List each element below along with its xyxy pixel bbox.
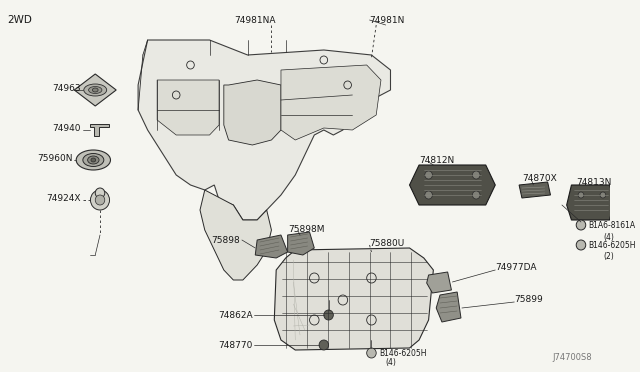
Text: 2WD: 2WD bbox=[8, 15, 33, 25]
Circle shape bbox=[367, 348, 376, 358]
Circle shape bbox=[425, 171, 433, 179]
Text: 74862A: 74862A bbox=[218, 311, 252, 320]
Text: (4): (4) bbox=[603, 232, 614, 241]
Text: 75899: 75899 bbox=[515, 295, 543, 305]
Polygon shape bbox=[287, 232, 314, 255]
Circle shape bbox=[576, 240, 586, 250]
Polygon shape bbox=[410, 165, 495, 205]
Ellipse shape bbox=[92, 88, 98, 92]
Polygon shape bbox=[74, 74, 116, 106]
Circle shape bbox=[95, 195, 105, 205]
Polygon shape bbox=[566, 185, 614, 220]
Text: 74870X: 74870X bbox=[522, 173, 557, 183]
Polygon shape bbox=[224, 80, 281, 145]
Text: (4): (4) bbox=[386, 359, 397, 368]
Polygon shape bbox=[436, 292, 461, 322]
Text: 75960N: 75960N bbox=[37, 154, 72, 163]
Ellipse shape bbox=[76, 150, 111, 170]
Ellipse shape bbox=[91, 158, 96, 162]
Ellipse shape bbox=[88, 87, 102, 93]
Text: 75898M: 75898M bbox=[289, 224, 325, 234]
Polygon shape bbox=[138, 40, 390, 220]
Polygon shape bbox=[255, 235, 287, 258]
Circle shape bbox=[324, 310, 333, 320]
Circle shape bbox=[578, 192, 584, 198]
Text: B1A6-8161A: B1A6-8161A bbox=[589, 221, 636, 230]
Polygon shape bbox=[275, 248, 433, 350]
Polygon shape bbox=[281, 65, 381, 140]
Text: 74940: 74940 bbox=[52, 124, 81, 132]
Polygon shape bbox=[427, 272, 451, 293]
Circle shape bbox=[319, 340, 328, 350]
Text: 748770: 748770 bbox=[218, 340, 252, 350]
Text: 75880U: 75880U bbox=[369, 238, 404, 247]
Text: 74977DA: 74977DA bbox=[495, 263, 537, 273]
Ellipse shape bbox=[83, 154, 104, 167]
Text: B146-6205H: B146-6205H bbox=[589, 241, 636, 250]
Polygon shape bbox=[90, 124, 109, 136]
Circle shape bbox=[472, 191, 480, 199]
Text: 74963: 74963 bbox=[52, 83, 81, 93]
Text: 74981N: 74981N bbox=[369, 16, 405, 25]
Text: J74700S8: J74700S8 bbox=[552, 353, 592, 362]
Polygon shape bbox=[157, 80, 219, 135]
Circle shape bbox=[425, 191, 433, 199]
Circle shape bbox=[90, 190, 109, 210]
Text: 75898: 75898 bbox=[211, 235, 240, 244]
Text: (2): (2) bbox=[603, 253, 614, 262]
Polygon shape bbox=[200, 190, 271, 280]
Circle shape bbox=[472, 171, 480, 179]
Ellipse shape bbox=[84, 84, 107, 96]
Circle shape bbox=[576, 220, 586, 230]
Circle shape bbox=[95, 188, 105, 198]
Text: B146-6205H: B146-6205H bbox=[379, 349, 427, 357]
Circle shape bbox=[600, 192, 605, 198]
Polygon shape bbox=[519, 182, 550, 198]
Text: 74812N: 74812N bbox=[419, 155, 454, 164]
Text: 74924X: 74924X bbox=[47, 193, 81, 202]
Text: 74981NA: 74981NA bbox=[234, 16, 276, 25]
Text: 74813N: 74813N bbox=[576, 177, 612, 186]
Ellipse shape bbox=[88, 156, 99, 164]
